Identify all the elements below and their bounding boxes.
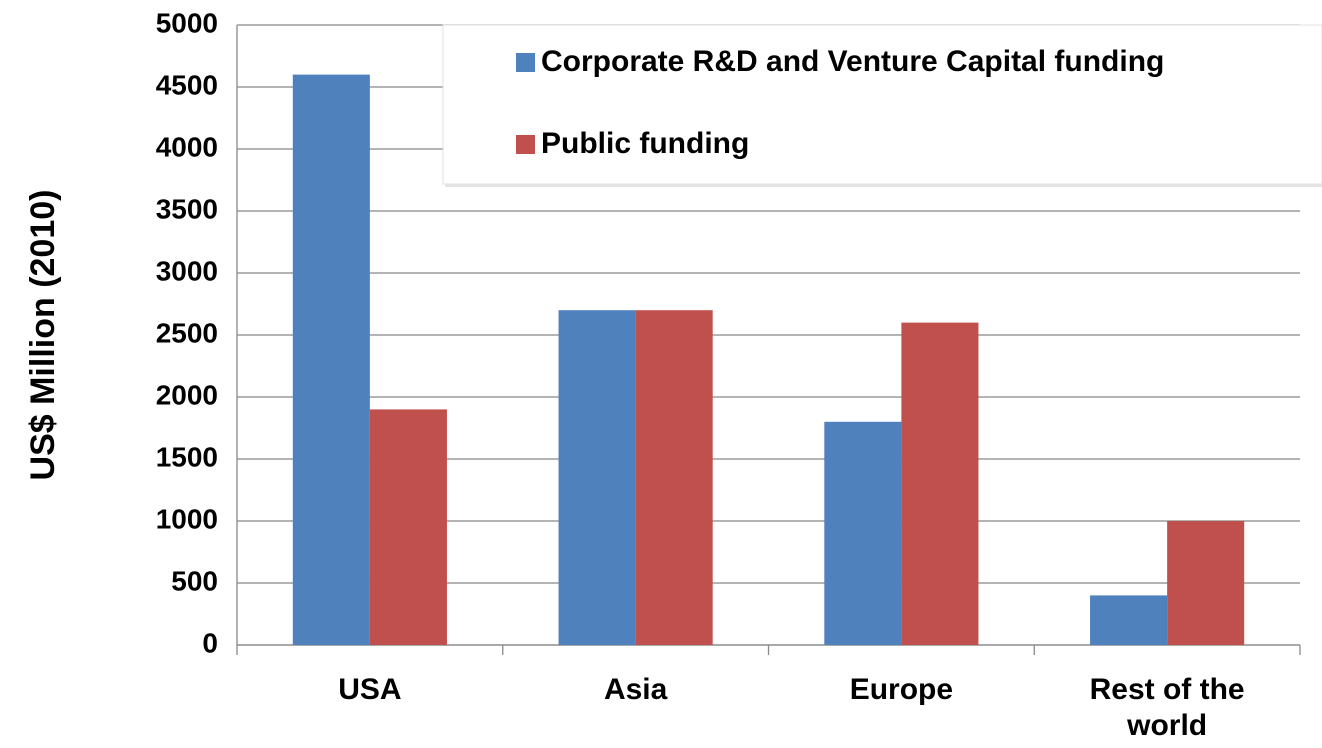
- y-tick-label: 4500: [156, 69, 218, 100]
- x-tick-label: USA: [338, 673, 402, 706]
- y-tick-label: 4000: [156, 131, 218, 162]
- x-tick-label: Europe: [849, 673, 954, 706]
- bar: [824, 421, 902, 645]
- legend-label: Public funding: [541, 127, 749, 160]
- bar: [1090, 595, 1168, 645]
- legend-box: [442, 24, 1322, 185]
- bar: [292, 74, 370, 646]
- x-tick-label: Rest of the world: [1089, 673, 1245, 742]
- y-tick-label: 5000: [156, 7, 218, 38]
- y-tick-label: 1000: [156, 503, 218, 534]
- bar: [901, 322, 979, 645]
- y-tick-label: 0: [202, 627, 218, 658]
- y-tick-label: 1500: [156, 441, 218, 472]
- legend-swatch: [516, 135, 535, 154]
- bar: [1167, 521, 1245, 645]
- bar: [369, 409, 447, 645]
- x-tick-label: Asia: [603, 673, 668, 706]
- bar: [558, 310, 636, 645]
- bar: [635, 310, 713, 645]
- y-tick-label: 500: [171, 565, 218, 596]
- legend-label: Corporate R&D and Venture Capital fundin…: [541, 45, 1164, 78]
- y-tick-label: 3000: [156, 255, 218, 286]
- y-tick-label: 2000: [156, 379, 218, 410]
- y-axis-label: US$ Million (2010): [24, 190, 62, 481]
- legend-swatch: [516, 53, 535, 72]
- y-tick-label: 3500: [156, 193, 218, 224]
- y-tick-label: 2500: [156, 317, 218, 348]
